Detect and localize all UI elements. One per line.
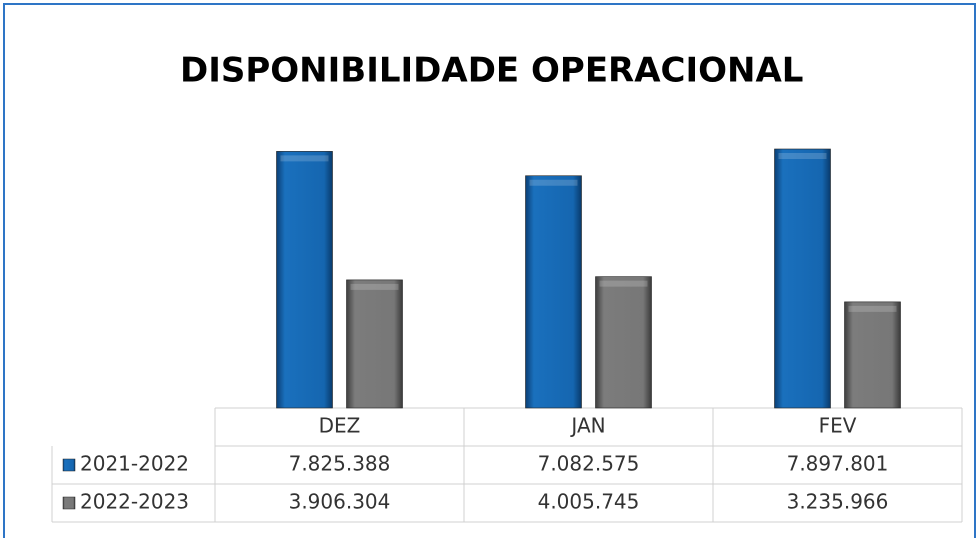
data-label: 7.082.575 — [538, 452, 640, 476]
legend-label: 2021-2022 — [80, 452, 189, 476]
bar — [844, 301, 901, 409]
data-label: 7.897.801 — [787, 452, 889, 476]
bar-bevel — [529, 179, 578, 186]
frame — [3, 3, 976, 538]
x-tick-label: DEZ — [319, 414, 361, 438]
bar — [276, 151, 333, 409]
bar-bevel — [778, 153, 827, 159]
x-tick-label: JAN — [569, 414, 605, 438]
legend-label: 2022-2023 — [80, 490, 189, 514]
bar-bevel — [848, 305, 897, 312]
x-tick-label: FEV — [819, 414, 857, 438]
data-label: 3.235.966 — [787, 490, 889, 514]
bar — [346, 279, 403, 409]
chart-title: DISPONIBILIDADE OPERACIONAL — [180, 51, 803, 91]
bar — [595, 276, 652, 409]
bar — [774, 148, 831, 409]
data-label: 3.906.304 — [289, 490, 391, 514]
bar — [525, 175, 582, 409]
legend-swatch — [62, 458, 76, 472]
data-label: 7.825.388 — [289, 452, 391, 476]
bar-bevel — [280, 155, 329, 162]
data-label: 4.005.745 — [538, 490, 640, 514]
bar-bevel — [599, 280, 648, 287]
bar-bevel — [350, 283, 399, 290]
legend-swatch — [62, 496, 76, 510]
